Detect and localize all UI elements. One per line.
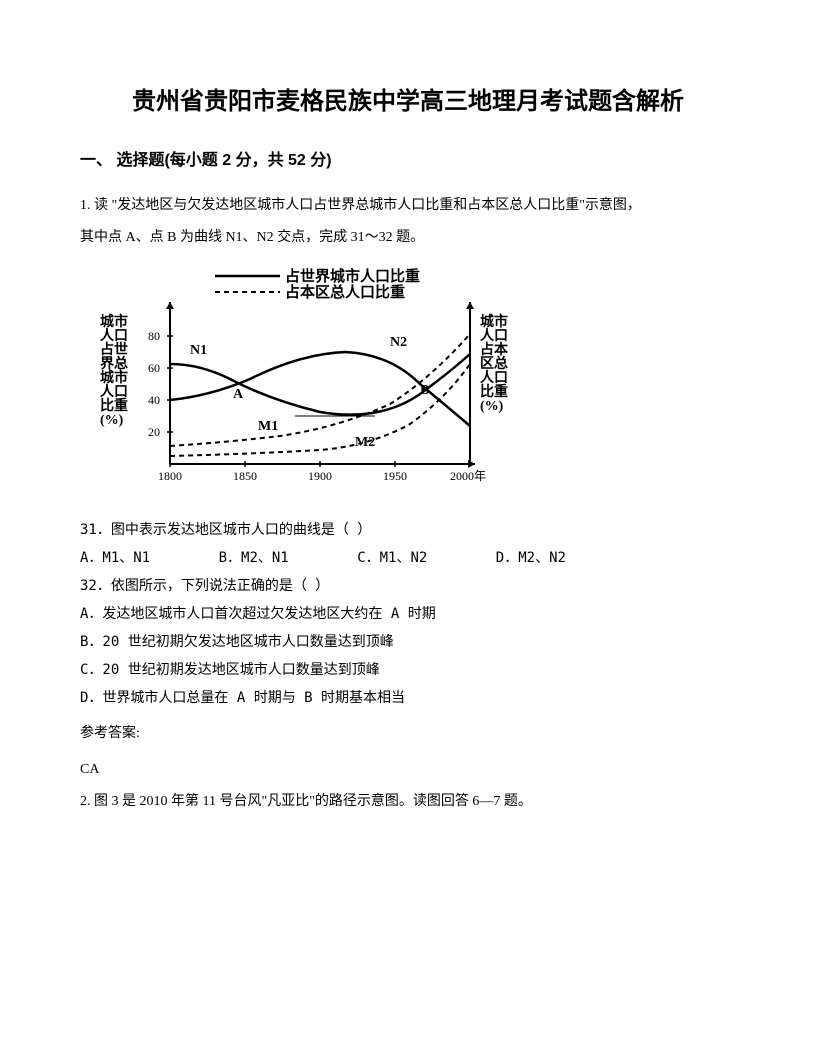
label-n2: N2	[390, 335, 407, 350]
q32-option-a: A．发达地区城市人口首次超过欠发达地区大约在 A 时期	[80, 600, 736, 628]
point-a: A	[233, 387, 244, 402]
page-title: 贵州省贵阳市麦格民族中学高三地理月考试题含解析	[80, 80, 736, 123]
point-b: B	[420, 383, 429, 398]
ytick-80: 80	[148, 329, 160, 343]
label-m1: M1	[258, 419, 278, 434]
xtick-1950: 1950	[383, 469, 407, 483]
q31-options: A．M1、N1 B．M2、N1 C．M1、N2 D．M2、N2	[80, 544, 736, 572]
label-m2: M2	[355, 435, 375, 450]
q32-text: 32．依图所示，下列说法正确的是（ ）	[80, 572, 736, 600]
xtick-1900: 1900	[308, 469, 332, 483]
xtick-1850: 1850	[233, 469, 257, 483]
q31-option-d: D．M2、N2	[496, 544, 566, 572]
label-n1: N1	[190, 343, 207, 358]
q32-option-d: D．世界城市人口总量在 A 时期与 B 时期基本相当	[80, 684, 736, 712]
legend-region: 占本区总人口比重	[285, 283, 405, 301]
ytick-20: 20	[148, 425, 160, 439]
legend-world: 占世界城市人口比重	[285, 267, 420, 285]
y-left-label: 城市 人口 占世 界总 城市 人口 比重 (%)	[100, 313, 132, 428]
q32-option-c: C．20 世纪初期发达地区城市人口数量达到顶峰	[80, 656, 736, 684]
xtick-1800: 1800	[158, 469, 182, 483]
q31-option-a: A．M1、N1	[80, 544, 150, 572]
q1-intro-line1: 1. 读 "发达地区与欠发达地区城市人口占世界总城市人口比重和占本区总人口比重"…	[80, 192, 736, 220]
q31-option-b: B．M2、N1	[219, 544, 289, 572]
answer-label: 参考答案:	[80, 720, 736, 748]
q2-intro: 2. 图 3 是 2010 年第 11 号台风"凡亚比"的路径示意图。读图回答 …	[80, 788, 736, 816]
q31-option-c: C．M1、N2	[357, 544, 427, 572]
y-right-label: 城市 人口 占本 区总 人口 比重 (%)	[480, 313, 510, 414]
section-header: 一、 选择题(每小题 2 分，共 52 分)	[80, 147, 736, 176]
q32-option-b: B．20 世纪初期欠发达地区城市人口数量达到顶峰	[80, 628, 736, 656]
q1-intro-line2: 其中点 A、点 B 为曲线 N1、N2 交点，完成 31～32 题。	[80, 224, 736, 252]
chart-svg: 占世界城市人口比重 占本区总人口比重 城市 人口 占世 界总 城市 人口 比重 …	[100, 264, 510, 504]
chart-container: 占世界城市人口比重 占本区总人口比重 城市 人口 占世 界总 城市 人口 比重 …	[80, 264, 736, 504]
ytick-60: 60	[148, 361, 160, 375]
answer-value: CA	[80, 756, 736, 784]
q31-text: 31．图中表示发达地区城市人口的曲线是（ ）	[80, 516, 736, 544]
xtick-2000: 2000年	[450, 469, 486, 483]
ytick-40: 40	[148, 393, 160, 407]
